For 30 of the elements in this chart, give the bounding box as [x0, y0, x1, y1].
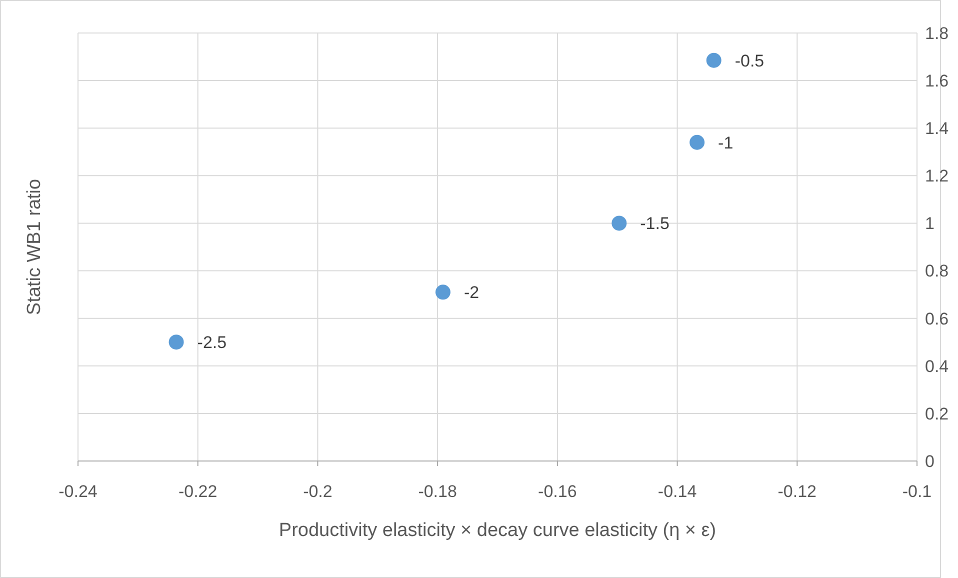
annotation: -1: [718, 133, 734, 152]
y-axis-title: Static WB1 ratio: [24, 178, 45, 316]
x-axis-title: Productivity elasticity × decay curve elasticity (η × ε): [278, 520, 716, 541]
y-tick-label: 1.4: [925, 119, 949, 138]
point: [435, 284, 450, 300]
y-tick-label: 1.6: [925, 72, 949, 91]
point: [168, 334, 184, 350]
x-tick-label: -0.12: [778, 482, 817, 501]
x-tick-label: -0.18: [418, 482, 457, 501]
x-tick-label: -0.16: [538, 482, 577, 501]
y-tick-label: 0.2: [925, 404, 949, 424]
point: [690, 134, 705, 150]
y-tick-label: 1.8: [925, 24, 949, 43]
point: [612, 216, 627, 231]
annotation: -1.5: [640, 214, 670, 234]
point: [706, 52, 722, 68]
y-tick-label: 0.6: [925, 309, 949, 328]
x-tick-label: -0.1: [902, 482, 932, 501]
x-tick-label: -0.22: [178, 482, 218, 501]
x-tick-label: -0.24: [58, 482, 98, 501]
annotation: -2: [464, 283, 480, 302]
y-tick-label: 0.8: [925, 262, 949, 281]
x-tick-label: -0.14: [658, 482, 697, 501]
y-tick-label: 1: [925, 214, 934, 234]
annotation: -2.5: [197, 333, 227, 352]
y-tick-label: 0.4: [925, 356, 949, 376]
y-tick-label: 0: [925, 452, 934, 471]
x-tick-label: -0.2: [303, 482, 332, 501]
annotation: -0.5: [734, 51, 764, 70]
y-tick-label: 1.2: [925, 166, 949, 186]
